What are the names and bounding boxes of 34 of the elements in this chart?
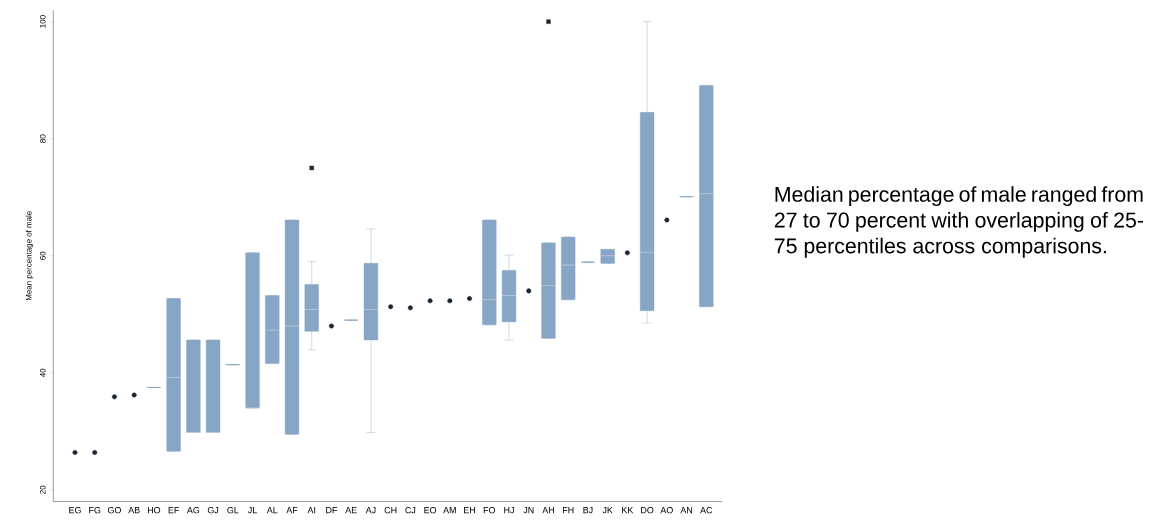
x-tick-label: AL (266, 506, 278, 513)
x-tick-label: AB (128, 506, 140, 513)
x-tick-label: FH (562, 506, 574, 513)
x-tick-label: EH (464, 506, 476, 513)
x-tick-label: GO (107, 506, 121, 514)
x-tick-label: AC (700, 506, 713, 514)
x-tick-label: AO (660, 506, 673, 514)
x-tick-label: AG (186, 506, 200, 514)
x-tick-label: AM (443, 506, 456, 513)
x-tick-label: EO (424, 506, 437, 514)
x-tick-label: FG (89, 506, 101, 514)
x-tick-label: BJ (583, 506, 593, 513)
x-tick-label: GJ (207, 506, 219, 514)
x-tick-label: CJ (405, 506, 416, 514)
x-tick-label: AI (307, 506, 316, 513)
text: Median percentage of male ranged from 27 to 70 percent with overlapping of 25-75 percentiles across comparisons. (774, 185, 1144, 258)
x-tick-label: DF (326, 506, 338, 513)
x-tick-label: DO (641, 506, 654, 514)
x-tick-label: AJ (365, 506, 376, 513)
x-tick-label: JN (523, 506, 534, 513)
x-tick-label: AE (345, 506, 357, 513)
x-tick-label: AH (542, 506, 554, 513)
x-tick-label: CH (384, 506, 397, 514)
x-tick-label: AN (680, 506, 693, 513)
x-tick-label: AF (286, 506, 298, 513)
x-tick-label: JK (602, 506, 613, 513)
x-tick-label: FO (483, 506, 496, 514)
x-tick-label: GL (227, 506, 239, 514)
x-tick-label: EG (69, 506, 81, 514)
x-tick-label: KK (622, 506, 634, 513)
x-tick-label: EF (168, 506, 179, 513)
x-tick-label: HO (147, 506, 161, 514)
x-tick-label: HJ (504, 506, 514, 513)
x-tick-label: JL (247, 506, 257, 513)
